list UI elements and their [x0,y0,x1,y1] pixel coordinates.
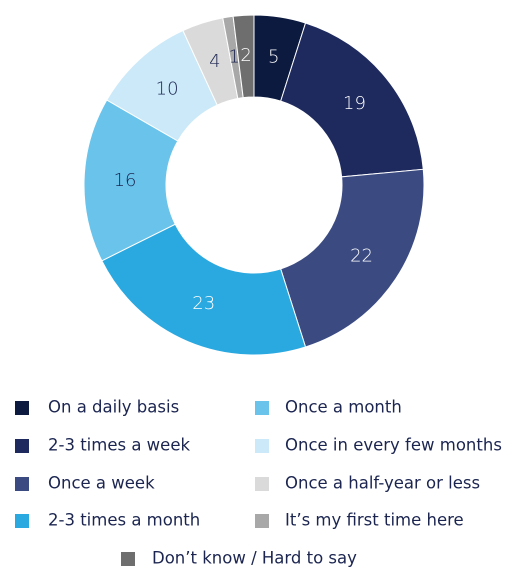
legend-swatch [255,439,269,453]
slice [280,22,424,178]
data-label: 22 [350,245,373,266]
legend-label: Once in every few months [285,436,502,455]
data-label: 19 [343,93,366,114]
data-label: 1 [228,47,239,68]
legend-label: Once a month [285,398,402,417]
legend-label: Once a half-year or less [285,474,480,493]
legend-swatch [255,401,269,415]
data-label: 16 [114,170,137,191]
data-label: 5 [268,47,279,68]
data-label: 4 [209,51,220,72]
data-label: 23 [192,293,215,314]
slice [232,14,255,99]
data-label: 10 [156,79,179,100]
legend-swatch [121,552,135,566]
slice [101,223,307,356]
legend-swatch [255,477,269,491]
legend-swatch [255,514,269,528]
legend-swatch [15,514,29,528]
legend-label: On a daily basis [48,398,179,417]
legend-label: 2-3 times a month [48,511,200,530]
data-label: 2 [240,45,251,66]
legend-swatch [15,439,29,453]
legend-label: It’s my first time here [285,511,464,530]
slice [280,168,425,348]
legend-label: Don’t know / Hard to say [152,549,357,568]
legend-label: Once a week [48,474,155,493]
legend-swatch [15,477,29,491]
legend-swatch [15,401,29,415]
legend-label: 2-3 times a week [48,436,190,455]
